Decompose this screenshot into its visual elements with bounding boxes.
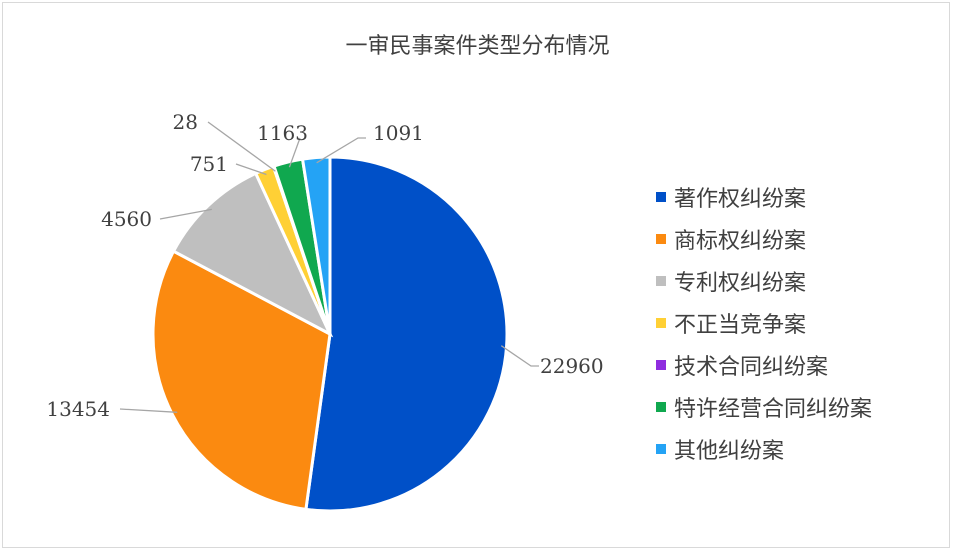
legend-swatch (656, 318, 666, 328)
legend-item-2: 商标权纠纷案 (656, 218, 872, 260)
pie-slice-1 (304, 155, 509, 513)
data-label-2: 13454 (46, 397, 110, 421)
data-label-3: 4560 (101, 207, 152, 231)
leader-line-4 (235, 163, 267, 176)
legend-label: 其他纠纷案 (674, 439, 785, 464)
leader-line-3 (159, 208, 213, 220)
legend-label: 不正当竞争案 (674, 313, 807, 338)
leader-line-2 (119, 408, 178, 413)
legend-swatch (656, 192, 666, 202)
legend-item-7: 其他纠纷案 (656, 428, 872, 470)
legend-label: 特许经营合同纠纷案 (674, 397, 873, 422)
pie-slice-7 (300, 155, 332, 335)
legend-label: 专利权纠纷案 (674, 271, 807, 296)
legend-item-1: 著作权纠纷案 (656, 176, 872, 218)
legend: 著作权纠纷案 商标权纠纷案 专利权纠纷案 不正当竞争案 技术合同纠纷案特许经营合同纠纷案… (656, 176, 872, 470)
legend-item-4: 不正当竞争案 (656, 302, 872, 344)
legend-swatch (656, 360, 666, 370)
legend-label: 商标权纠纷案 (674, 229, 807, 254)
legend-swatch (656, 444, 666, 454)
data-label-6: 1163 (257, 121, 308, 145)
leader-line-7 (316, 137, 366, 164)
legend-item-3: 专利权纠纷案 (656, 260, 872, 302)
pie-slice-2 (151, 249, 332, 512)
chart-title: 一审民事案件类型分布情况 (345, 34, 610, 59)
data-label-1: 22960 (540, 354, 604, 378)
legend-label: 技术合同纠纷案 (674, 355, 829, 380)
leader-line-6 (288, 137, 301, 168)
legend-label: 著作权纠纷案 (674, 187, 807, 212)
pie-slice-3 (171, 171, 334, 338)
legend-swatch (656, 276, 666, 286)
legend-swatch (656, 234, 666, 244)
legend-item-6: 特许经营合同纠纷案 (656, 386, 872, 428)
data-label-5: 28 (173, 110, 198, 134)
leader-line-1 (500, 345, 539, 367)
legend-item-5: 技术合同纠纷案 (656, 344, 872, 386)
data-label-4: 751 (190, 152, 228, 176)
leader-line-5 (207, 121, 276, 172)
data-label-7: 1091 (373, 121, 424, 145)
legend-swatch (656, 402, 666, 412)
